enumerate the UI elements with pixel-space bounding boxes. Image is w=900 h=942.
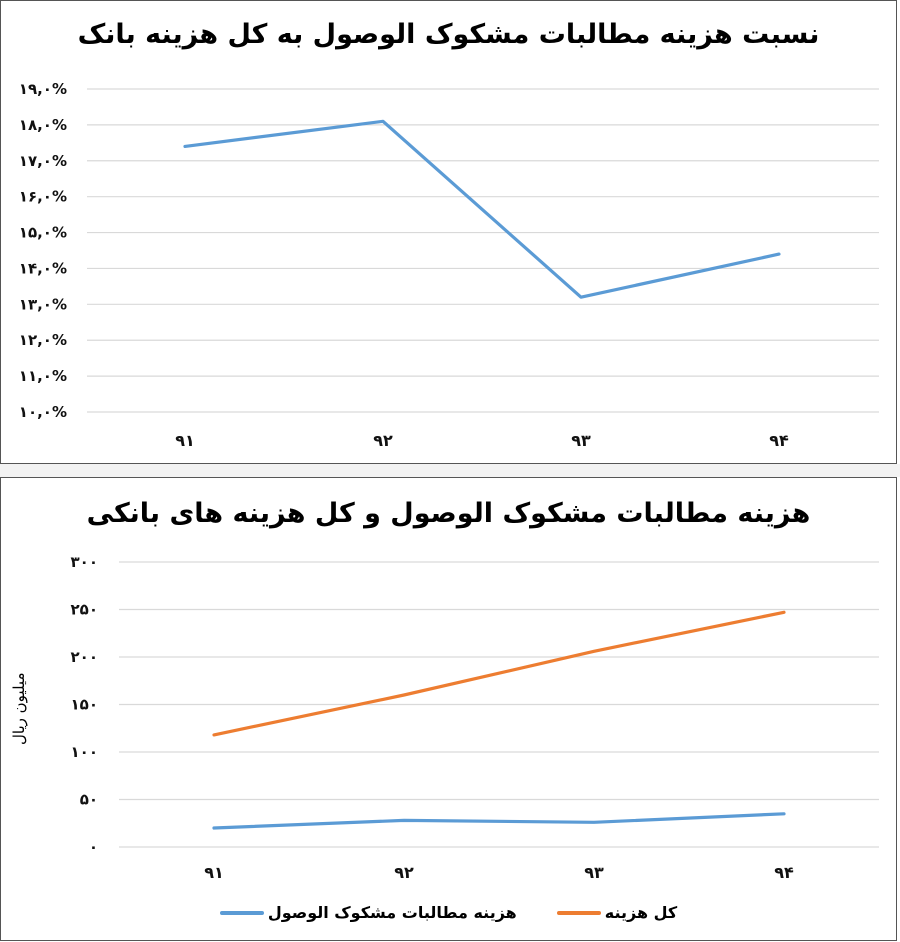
ratio-line-chart: ۱۹,۰% ۱۸,۰% ۱۷,۰% ۱۶,۰% ۱۵,۰% ۱۴,۰% ۱۳,۰% ۱۲,۰%… (19, 80, 879, 450)
x-tick-label: ۹۳ (571, 431, 591, 450)
legend-item-total: کل هزینه (556, 903, 678, 922)
chart-costs-panel: هزینه مطالبات مشکوک الوصول و کل هزینه ها… (0, 477, 897, 941)
y-tick-label: ۱۵,۰% (19, 224, 67, 242)
y-tick-label: ۰ (89, 838, 98, 856)
y-tick-label: ۲۵۰ (71, 601, 98, 619)
y-tick-label: ۲۰۰ (71, 648, 98, 666)
x-tick-label: ۹۲ (373, 431, 393, 450)
y-tick-label: ۱۵۰ (71, 696, 98, 714)
y-tick-label: ۱۳,۰% (19, 295, 67, 313)
x-tick-label: ۹۱ (175, 431, 195, 450)
blue-line-swatch-icon (219, 910, 264, 915)
chart-legend: کل هزینه هزینه مطالبات مشکوک الوصول (1, 903, 896, 922)
x-tick-label: ۹۴ (774, 863, 794, 882)
y-tick-label: ۱۸,۰% (19, 116, 67, 134)
y-tick-label: ۳۰۰ (71, 553, 98, 571)
chart-ratio-panel: نسبت هزینه مطالبات مشکوک الوصول به کل هز… (0, 0, 897, 464)
legend-label: هزینه مطالبات مشکوک الوصول (267, 903, 517, 922)
chart-title: نسبت هزینه مطالبات مشکوک الوصول به کل هز… (77, 19, 820, 50)
y-tick-label: ۱۲,۰% (19, 331, 67, 349)
series-line (212, 812, 786, 830)
y-tick-label: ۱۴,۰% (19, 259, 67, 277)
x-tick-label: ۹۲ (394, 863, 414, 882)
x-tick-label: ۹۳ (584, 863, 604, 882)
chart-title: هزینه مطالبات مشکوک الوصول و کل هزینه ها… (86, 498, 811, 529)
x-tick-label: ۹۱ (204, 863, 224, 882)
series-line (212, 610, 786, 737)
y-tick-label: ۱۰,۰% (19, 403, 67, 421)
y-tick-label: ۱۱,۰% (19, 367, 67, 385)
panel-separator (0, 464, 900, 477)
y-axis-label: میلیون ریال (10, 672, 28, 745)
x-tick-label: ۹۴ (769, 431, 789, 450)
y-tick-label: ۵۰ (80, 791, 98, 809)
y-tick-label: ۱۹,۰% (19, 80, 67, 98)
y-tick-label: ۱۰۰ (71, 743, 98, 761)
legend-label: کل هزینه (604, 903, 678, 922)
y-tick-label: ۱۶,۰% (19, 188, 67, 206)
orange-line-swatch-icon (556, 910, 601, 915)
legend-item-doubtful: هزینه مطالبات مشکوک الوصول (219, 903, 517, 922)
costs-line-chart: ۳۰۰ ۲۵۰ ۲۰۰ ۱۵۰ ۱۰۰ ۵۰ ۰ ۹۱ ۹۲ ۹۳ ۹۴ (71, 553, 879, 882)
series-line (183, 119, 781, 299)
y-tick-label: ۱۷,۰% (19, 152, 67, 170)
